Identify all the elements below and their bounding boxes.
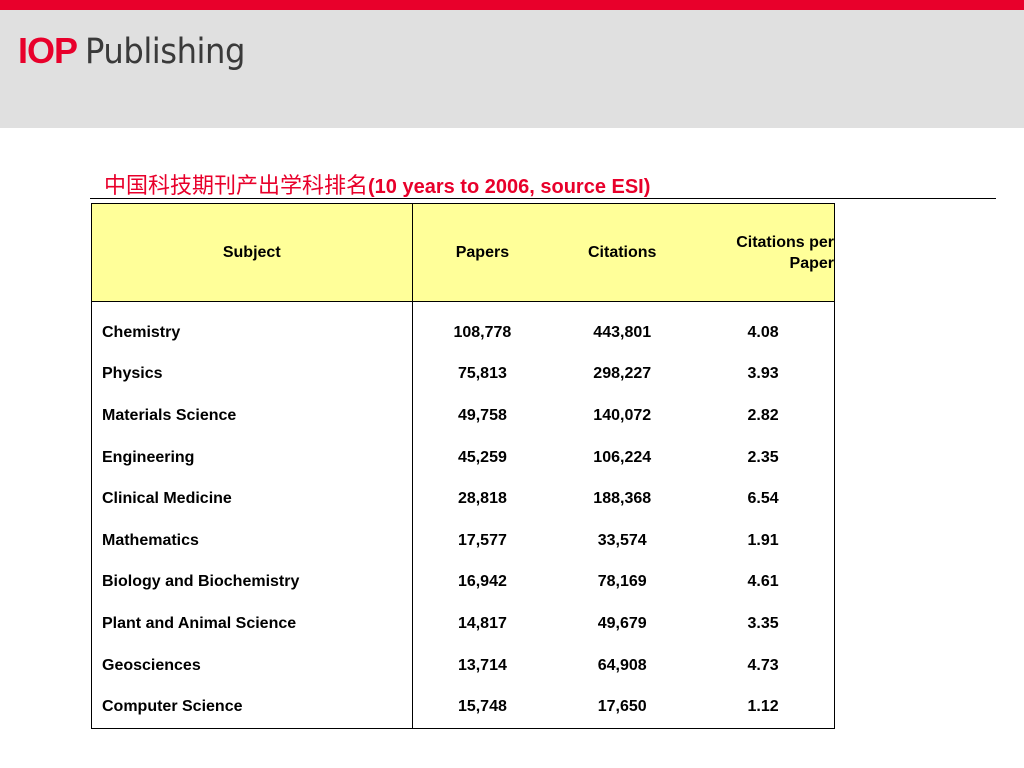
cell-subject: Computer Science <box>91 686 413 729</box>
logo-name: Publishing <box>85 32 245 72</box>
cell-papers: 13,714 <box>457 656 507 674</box>
iop-publishing-logo: IOP Publishing <box>18 30 259 74</box>
cell-citations: 17,650 <box>597 698 647 716</box>
cell-subject: Physics <box>91 353 413 396</box>
cell-citations-per-paper: 2.82 <box>747 406 779 424</box>
table-spacer-row <box>91 301 835 312</box>
cell-papers: 14,817 <box>457 614 507 632</box>
slide-title-english: (10 years to 2006, source ESI) <box>368 176 651 198</box>
cell-citations-per-paper: 6.54 <box>747 490 779 508</box>
cell-papers: 17,577 <box>457 531 507 549</box>
cell-citations: 49,679 <box>597 614 647 632</box>
table-row: Geosciences 13,714 64,908 4.73 <box>91 644 835 687</box>
title-underline <box>90 198 996 199</box>
cell-subject: Chemistry <box>91 312 413 354</box>
table-row: Computer Science 15,748 17,650 1.12 <box>91 686 835 729</box>
cell-papers: 45,259 <box>457 448 507 466</box>
cell-citations-per-paper: 1.91 <box>747 531 779 549</box>
cell-citations-per-paper: 4.61 <box>747 573 779 591</box>
header-papers: Papers <box>455 243 510 261</box>
table-header-row: Subject Papers Citations Citations per P… <box>91 203 835 302</box>
cell-subject: Mathematics <box>91 519 413 562</box>
cell-citations: 188,368 <box>593 490 652 508</box>
header-citations: Citations <box>588 243 657 261</box>
slide-title: 中国科技期刊产出学科排名(10 years to 2006, source ES… <box>104 168 650 200</box>
top-accent-bar <box>0 0 1024 10</box>
cell-citations: 298,227 <box>593 365 652 383</box>
cell-citations-per-paper: 4.08 <box>747 323 779 341</box>
table-body: Chemistry 108,778 443,801 4.08 Physics 75,813… <box>91 301 835 729</box>
logo-brand: IOP <box>18 30 78 71</box>
header-cpp-line1: Citations per <box>736 233 834 251</box>
cell-citations: 443,801 <box>593 323 652 341</box>
cell-citations-per-paper: 3.93 <box>747 365 779 383</box>
cell-citations: 140,072 <box>593 406 652 424</box>
cell-papers: 108,778 <box>453 323 512 341</box>
cell-citations: 33,574 <box>597 531 647 549</box>
cell-subject: Plant and Animal Science <box>91 603 413 645</box>
table-row: Mathematics 17,577 33,574 1.91 <box>91 519 835 562</box>
table-row: Engineering 45,259 106,224 2.35 <box>91 436 835 479</box>
cell-subject: Materials Science <box>91 395 413 437</box>
cell-citations-per-paper: 4.73 <box>747 656 779 674</box>
table-header: Subject Papers Citations Citations per P… <box>91 203 835 302</box>
cell-subject: Engineering <box>91 436 413 479</box>
table-row: Plant and Animal Science 14,817 49,679 3.35 <box>91 603 835 645</box>
cell-citations-per-paper: 2.35 <box>747 448 779 466</box>
table-row: Physics 75,813 298,227 3.93 <box>91 353 835 396</box>
cell-papers: 16,942 <box>457 573 507 591</box>
table-row: Clinical Medicine 28,818 188,368 6.54 <box>91 478 835 520</box>
cell-papers: 15,748 <box>457 698 507 716</box>
header-citations-per-paper: Citations per Paper <box>692 204 834 302</box>
header-subject: Subject <box>91 203 413 302</box>
header-band <box>0 10 1024 128</box>
cell-papers: 75,813 <box>457 365 507 383</box>
subject-ranking-table: Subject Papers Citations Citations per P… <box>91 203 835 729</box>
cell-citations: 106,224 <box>593 448 652 466</box>
cell-papers: 28,818 <box>457 490 507 508</box>
cell-papers: 49,758 <box>457 406 507 424</box>
cell-subject: Clinical Medicine <box>91 478 413 520</box>
table-row: Biology and Biochemistry 16,942 78,169 4.61 <box>91 561 835 604</box>
cell-citations-per-paper: 3.35 <box>747 614 779 632</box>
cell-citations: 78,169 <box>597 573 647 591</box>
cell-subject: Geosciences <box>91 644 413 687</box>
header-cpp-line2: Paper <box>789 254 834 272</box>
cell-citations-per-paper: 1.12 <box>747 698 779 716</box>
cell-subject: Biology and Biochemistry <box>91 561 413 604</box>
table-row: Materials Science 49,758 140,072 2.82 <box>91 395 835 437</box>
table-row: Chemistry 108,778 443,801 4.08 <box>91 312 835 354</box>
cell-citations: 64,908 <box>597 656 647 674</box>
slide-title-chinese: 中国科技期刊产出学科排名 <box>104 174 369 199</box>
